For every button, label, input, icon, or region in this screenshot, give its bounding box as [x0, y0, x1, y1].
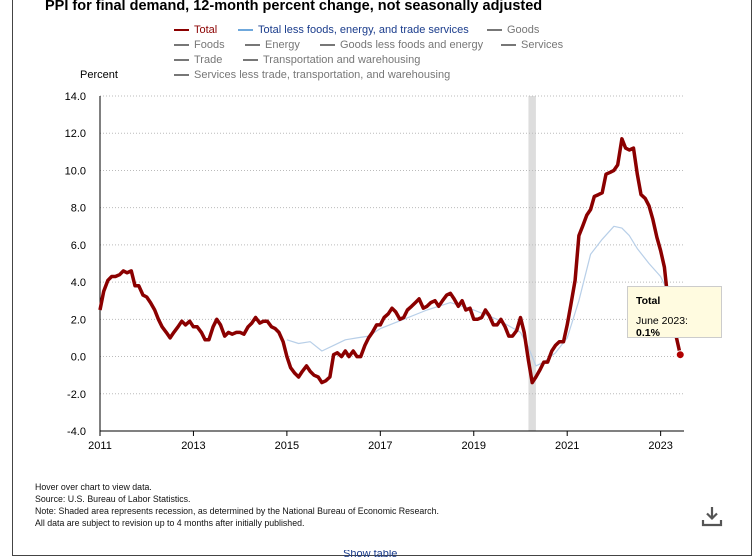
- legend-swatch: [174, 59, 189, 61]
- legend-swatch: [320, 44, 335, 46]
- legend-label: Goods: [507, 24, 540, 36]
- legend-label: Services: [521, 39, 564, 51]
- legend-item-services-less-trade-transportation-and-warehousing[interactable]: Services less trade, transportation, and…: [174, 69, 450, 81]
- y-tick-label: 8.0: [71, 203, 86, 215]
- legend-label: Total less foods, energy, and trade serv…: [258, 24, 469, 36]
- legend-swatch: [487, 29, 502, 31]
- legend-item-foods[interactable]: Foods: [174, 39, 225, 51]
- legend-label: Energy: [265, 39, 300, 51]
- highlight-point: [675, 350, 685, 360]
- x-tick-label: 2015: [275, 440, 299, 452]
- tooltip-value: 0.1%: [636, 327, 660, 339]
- y-tick-label: -2.0: [67, 389, 86, 401]
- legend-item-total[interactable]: Total: [174, 24, 217, 36]
- note-recession: Note: Shaded area represents recession, …: [35, 506, 439, 516]
- note-hover: Hover over chart to view data.: [35, 482, 152, 492]
- tooltip: Total June 2023: 0.1%: [627, 286, 722, 339]
- x-tick-label: 2017: [368, 440, 392, 452]
- legend-label: Goods less foods and energy: [340, 39, 484, 51]
- legend-label: Trade: [194, 54, 223, 66]
- chart-frame: [12, 0, 752, 556]
- y-tick-label: 14.0: [65, 91, 86, 103]
- x-tick-label: 2011: [88, 440, 112, 452]
- y-tick-label: 0.0: [71, 352, 86, 364]
- series-line-total-less-foods-energy-and-trade-services: [286, 225, 681, 367]
- legend-swatch: [501, 44, 516, 46]
- x-tick-label: 2019: [462, 440, 486, 452]
- y-tick-label: 4.0: [71, 277, 86, 289]
- legend-label: Foods: [194, 39, 225, 51]
- legend-swatch: [174, 74, 189, 76]
- legend-label: Total: [194, 24, 218, 36]
- legend-label: Services less trade, transportation, and…: [194, 69, 451, 81]
- legend-item-transportation-and-warehousing[interactable]: Transportation and warehousing: [243, 54, 420, 66]
- chart-title: PPI for final demand, 12-month percent c…: [45, 0, 543, 14]
- legend-swatch: [174, 44, 189, 46]
- series-line-total: [98, 137, 683, 385]
- tooltip-text: June 2023:: [636, 315, 688, 327]
- x-tick-label: 2021: [555, 440, 579, 452]
- y-tick-label: 12.0: [65, 128, 86, 140]
- legend-item-goods[interactable]: Goods: [487, 24, 539, 36]
- legend-swatch: [174, 29, 189, 31]
- x-tick-label: 2013: [181, 440, 205, 452]
- y-tick-label: -4.0: [67, 426, 86, 438]
- y-axis-title: Percent: [80, 69, 118, 81]
- x-tick-label: 2023: [648, 440, 672, 452]
- legend-swatch: [238, 29, 253, 31]
- y-tick-label: 10.0: [65, 165, 86, 177]
- legend: Total Total less foods, energy, and trade…: [0, 0, 754, 90]
- legend-item-goods-less-foods-and-energy[interactable]: Goods less foods and energy: [320, 39, 483, 51]
- legend-item-services[interactable]: Services: [501, 39, 563, 51]
- chart-notes: Hover over chart to view data. Source: U…: [35, 481, 439, 529]
- legend-item-energy[interactable]: Energy: [245, 39, 300, 51]
- show-table-link[interactable]: Show table: [343, 550, 398, 558]
- note-revision: All data are subject to revision up to 4…: [35, 518, 305, 528]
- tooltip-title: Total: [636, 295, 661, 307]
- y-tick-label: 6.0: [71, 240, 86, 252]
- tooltip-body: June 2023: 0.1%: [636, 315, 713, 339]
- download-icon[interactable]: [701, 505, 723, 527]
- legend-item-total-less-foods-energy-and-trade-services[interactable]: Total less foods, energy, and trade serv…: [238, 24, 469, 36]
- legend-swatch: [243, 59, 258, 61]
- legend-item-trade[interactable]: Trade: [174, 54, 222, 66]
- recession-band: [528, 96, 536, 431]
- y-tick-label: 2.0: [71, 314, 86, 326]
- note-source: Source: U.S. Bureau of Labor Statistics.: [35, 494, 191, 504]
- legend-swatch: [245, 44, 260, 46]
- legend-label: Transportation and warehousing: [263, 54, 421, 66]
